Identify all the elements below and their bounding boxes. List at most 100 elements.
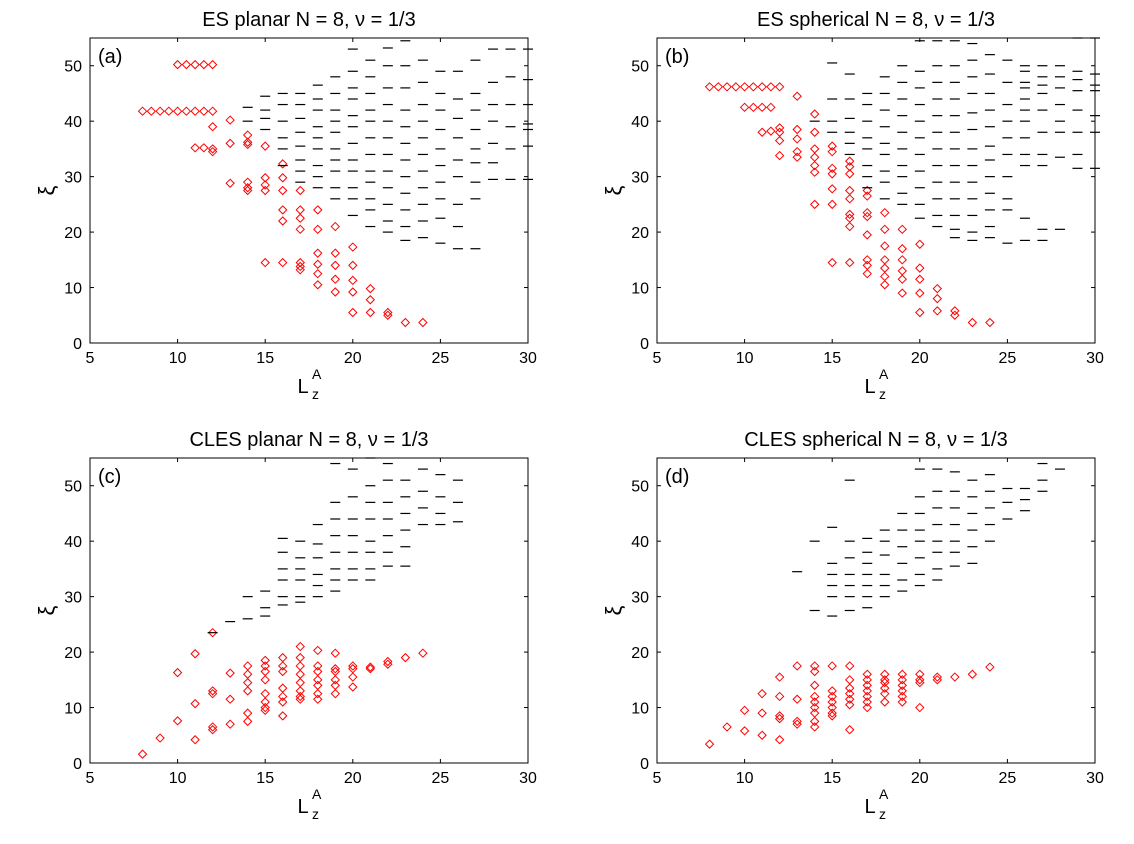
chart-svg: CLES spherical N = 8, ν = 1/35 10 15 20 25 30… (567, 420, 1134, 839)
data-point-diamond (846, 157, 854, 165)
data-point-diamond (898, 670, 906, 678)
chart-title: CLES planar N = 8, ν = 1/3 (189, 429, 428, 451)
data-point-diamond (793, 695, 801, 703)
data-point-diamond (863, 676, 871, 684)
data-point-diamond (741, 727, 749, 735)
y-tick-label: 0 (73, 756, 82, 773)
data-point-diamond (706, 740, 714, 748)
y-tick-label: 20 (64, 645, 82, 662)
data-point-diamond (244, 709, 252, 717)
data-point-diamond (933, 295, 941, 303)
data-point-diamond (881, 679, 889, 687)
y-tick-label: 40 (64, 114, 82, 131)
data-point-diamond (331, 690, 339, 698)
data-point-diamond (732, 83, 740, 91)
x-tick-label: 5 (653, 350, 662, 367)
data-point-diamond (419, 649, 427, 657)
data-point-diamond (811, 662, 819, 670)
data-point-diamond (384, 660, 392, 668)
data-point-diamond (881, 698, 889, 706)
data-point-diamond (209, 148, 217, 156)
data-point-diamond (776, 83, 784, 91)
data-point-diamond (776, 673, 784, 681)
data-point-diamond (916, 704, 924, 712)
data-point-diamond (898, 692, 906, 700)
data-point-diamond (279, 160, 287, 168)
data-point-diamond (174, 107, 182, 115)
y-tick-label: 50 (631, 479, 649, 496)
y-tick-label: 50 (64, 479, 82, 496)
panel-label: (c) (98, 466, 121, 488)
panel-label: (d) (665, 466, 689, 488)
data-point-diamond (828, 185, 836, 193)
x-tick-label: 30 (1086, 770, 1104, 787)
data-point-diamond (758, 103, 766, 111)
data-point-diamond (349, 662, 357, 670)
data-point-diamond (776, 152, 784, 160)
data-point-diamond (811, 668, 819, 676)
data-point-diamond (331, 249, 339, 257)
data-point-diamond (261, 706, 269, 714)
data-point-diamond (898, 676, 906, 684)
data-point-diamond (296, 679, 304, 687)
data-point-diamond (349, 309, 357, 317)
y-tick-label: 30 (64, 590, 82, 607)
data-point-diamond (793, 662, 801, 670)
data-point-diamond (296, 692, 304, 700)
data-point-diamond (828, 164, 836, 172)
data-point-diamond (139, 107, 147, 115)
data-point-diamond (828, 692, 836, 700)
data-point-diamond (156, 734, 164, 742)
data-point-diamond (881, 242, 889, 250)
data-point-diamond (366, 296, 374, 304)
data-point-diamond (811, 110, 819, 118)
data-point-diamond (174, 669, 182, 677)
data-point-diamond (314, 206, 322, 214)
data-point-diamond (209, 123, 217, 131)
data-point-diamond (881, 256, 889, 264)
data-point-diamond (811, 698, 819, 706)
x-tick-label: 20 (344, 350, 362, 367)
data-point-diamond (863, 692, 871, 700)
y-tick-label: 40 (64, 534, 82, 551)
data-point-diamond (296, 643, 304, 651)
data-point-diamond (828, 148, 836, 156)
y-axis-label: ξ (601, 605, 626, 615)
data-point-diamond (811, 723, 819, 731)
data-point-diamond (986, 663, 994, 671)
data-point-diamond (898, 698, 906, 706)
data-point-diamond (776, 712, 784, 720)
y-tick-label: 50 (64, 59, 82, 76)
data-point-diamond (863, 192, 871, 200)
data-point-diamond (261, 656, 269, 664)
axes-frame (657, 458, 1095, 763)
data-point-diamond (182, 107, 190, 115)
y-tick-label: 40 (631, 114, 649, 131)
data-point-diamond (811, 704, 819, 712)
y-tick-label: 10 (631, 701, 649, 718)
data-point-diamond (898, 245, 906, 253)
x-axis-label-subscript: z (312, 806, 319, 822)
data-point-diamond (279, 217, 287, 225)
axes-frame (90, 458, 528, 763)
data-point-diamond (314, 695, 322, 703)
panel-label: (a) (98, 46, 122, 68)
data-point-diamond (793, 720, 801, 728)
data-point-diamond (749, 83, 757, 91)
data-point-diamond (846, 195, 854, 203)
data-point-diamond (261, 259, 269, 267)
data-point-diamond (209, 61, 217, 69)
data-point-diamond (261, 676, 269, 684)
y-axis-label: ξ (34, 185, 59, 195)
data-point-diamond (279, 187, 287, 195)
data-point-diamond (244, 717, 252, 725)
data-point-diamond (261, 698, 269, 706)
data-point-diamond (863, 698, 871, 706)
data-point-diamond (244, 184, 252, 192)
data-point-diamond (881, 209, 889, 217)
data-point-diamond (314, 690, 322, 698)
data-point-diamond (828, 704, 836, 712)
data-point-diamond (828, 170, 836, 178)
data-point-diamond (846, 701, 854, 709)
data-point-diamond (331, 668, 339, 676)
